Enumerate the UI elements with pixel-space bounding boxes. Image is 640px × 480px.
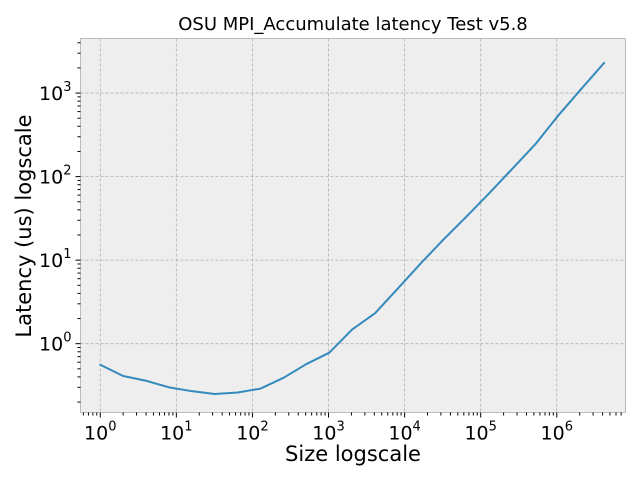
x-tick-label: 103 [312,420,344,445]
chart-title: OSU MPI_Accumulate latency Test v5.8 [178,14,528,35]
x-tick-label: 101 [160,420,192,445]
y-tick-label-base: 10 [39,167,63,189]
y-tick-label-base: 10 [39,250,63,272]
series-layer [99,61,606,395]
x-tick-label-exponent: 2 [260,420,268,435]
y-tick-label-exponent: 1 [63,247,71,262]
grid [80,38,626,413]
x-tick-label-exponent: 3 [336,420,344,435]
y-tick-label-base: 10 [39,334,63,356]
y-tick-label-base: 10 [39,83,63,105]
y-tick-label-exponent: 3 [63,80,71,95]
y-tick-label: 103 [39,80,71,105]
y-tick-label-exponent: 2 [63,164,71,179]
x-tick-label-exponent: 4 [413,420,421,435]
x-tick-label: 104 [388,420,420,445]
x-tick-label: 106 [541,420,573,445]
x-axis-ticks: 100 101 102 103 104 105 106 [84,412,573,445]
y-tick-label-exponent: 0 [63,331,71,346]
x-tick-label-base: 10 [160,423,184,445]
plot-area [80,38,626,413]
y-axis-label: Latency (us) logscale [12,114,36,337]
x-tick-label-base: 10 [312,423,336,445]
x-tick-label-exponent: 6 [565,420,573,435]
x-axis-label: Size logscale [285,442,421,466]
x-tick-label: 100 [84,420,116,445]
x-tick-label-exponent: 0 [108,420,116,435]
x-tick-label-base: 10 [464,423,488,445]
y-tick-label: 101 [39,247,71,272]
x-tick-label: 102 [236,420,268,445]
x-tick-label-exponent: 5 [489,420,497,435]
x-tick-label: 105 [464,420,496,445]
x-tick-label-base: 10 [388,423,412,445]
y-tick-label: 102 [39,164,71,189]
x-tick-label-base: 10 [541,423,565,445]
x-tick-label-base: 10 [84,423,108,445]
x-tick-label-base: 10 [236,423,260,445]
y-tick-label: 100 [39,331,71,356]
x-tick-label-exponent: 1 [184,420,192,435]
minor-ticks [77,42,622,416]
